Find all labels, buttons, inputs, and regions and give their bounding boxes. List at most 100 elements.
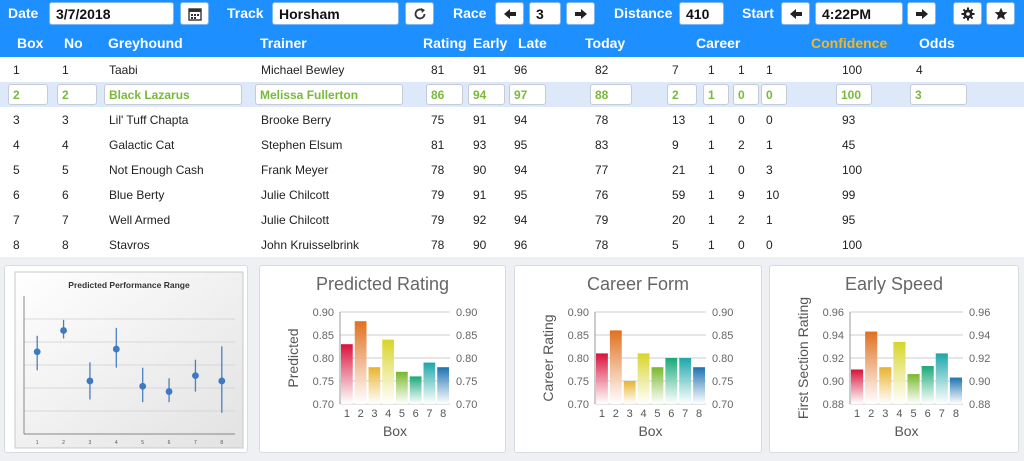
- x-tick-label: 2: [358, 408, 364, 420]
- col-header-greyhound[interactable]: Greyhound: [108, 35, 183, 51]
- start-next-button[interactable]: [907, 2, 936, 25]
- cell-greyhound: Taabi: [109, 63, 138, 77]
- chart-title: Predicted Rating: [315, 274, 450, 294]
- cell-career-starts: 59: [672, 188, 686, 202]
- cell-today: 76: [595, 188, 609, 202]
- cell-late: 95: [514, 138, 528, 152]
- performance-range-panel: Predicted Performance Range 1 2 3 4 5 6 7 8: [4, 265, 248, 453]
- bar: [865, 331, 878, 404]
- race-next-button[interactable]: [566, 2, 595, 25]
- y-tick-label-right: 0.70: [456, 399, 477, 411]
- start-time-field[interactable]: 4:22PM: [815, 2, 903, 25]
- cell-career-starts: 2: [667, 84, 697, 105]
- x-tick-label: 6: [925, 408, 931, 420]
- cell-greyhound: Galactic Cat: [109, 138, 175, 152]
- col-header-late[interactable]: Late: [518, 35, 547, 51]
- cell-career-thirds: 10: [766, 188, 780, 202]
- x-tick-label: 6: [413, 408, 419, 420]
- table-row[interactable]: 1 1 Taabi Michael Bewley 81 91 96 82 7 1…: [0, 57, 1024, 82]
- cell-career-seconds: 0: [738, 113, 745, 127]
- y-tick-label-left: 0.75: [568, 376, 589, 388]
- cell-trainer: John Kruisselbrink: [261, 238, 360, 252]
- cell-trainer: Julie Chilcott: [261, 188, 330, 202]
- cell-career-wins: 1: [708, 163, 715, 177]
- cell-rating: 81: [431, 63, 445, 77]
- start-label: Start: [742, 5, 774, 21]
- col-header-rating[interactable]: Rating: [423, 35, 467, 51]
- cell-late: 95: [514, 188, 528, 202]
- refresh-button[interactable]: [405, 2, 434, 25]
- cell-career-wins: 1: [708, 138, 715, 152]
- table-row[interactable]: 7 7 Well Armed Julie Chilcott 79 92 94 7…: [0, 207, 1024, 232]
- early-speed-panel: Early Speed 0.96 0.96 0.94 0.94 0.92 0.92 0.90…: [769, 265, 1019, 453]
- x-tick-label: 4: [115, 440, 118, 446]
- cell-early: 92: [473, 213, 487, 227]
- cell-early: 90: [473, 238, 487, 252]
- table-row[interactable]: 4 4 Galactic Cat Stephen Elsum 81 93 95 …: [0, 132, 1024, 157]
- track-label: Track: [227, 5, 264, 21]
- col-header-early[interactable]: Early: [473, 35, 508, 51]
- col-header-trainer[interactable]: Trainer: [260, 35, 307, 51]
- table-row[interactable]: 3 3 Lil' Tuff Chapta Brooke Berry 75 91 …: [0, 107, 1024, 132]
- date-field[interactable]: 3/7/2018: [49, 2, 174, 25]
- bar: [437, 367, 449, 404]
- calendar-button[interactable]: [180, 2, 209, 25]
- cell-odds: 3: [910, 84, 967, 105]
- x-tick-label: 2: [613, 408, 619, 420]
- start-prev-button[interactable]: [781, 2, 810, 25]
- x-tick-label: 8: [440, 408, 446, 420]
- data-point: [112, 345, 120, 353]
- y-tick-label-right: 0.90: [456, 307, 477, 319]
- y-tick-label-right: 0.90: [969, 376, 990, 388]
- y-tick-label-left: 0.80: [313, 353, 334, 365]
- bar: [907, 374, 920, 404]
- cell-today: 82: [595, 63, 609, 77]
- bar: [893, 341, 906, 404]
- y-tick-label-left: 0.90: [568, 307, 589, 319]
- cell-confidence: 45: [842, 138, 856, 152]
- settings-button[interactable]: [953, 2, 982, 25]
- cell-box: 1: [13, 63, 20, 77]
- cell-career-thirds: 0: [766, 238, 773, 252]
- col-header-box[interactable]: Box: [17, 35, 44, 51]
- col-header-today[interactable]: Today: [585, 35, 626, 51]
- x-axis-label: Box: [383, 423, 407, 439]
- table-row-selected[interactable]: 2 2 Black Lazarus Melissa Fullerton 86 9…: [0, 82, 1024, 107]
- table-row[interactable]: 8 8 Stavros John Kruisselbrink 78 90 96 …: [0, 232, 1024, 257]
- cell-career-wins: 1: [708, 63, 715, 77]
- table-row[interactable]: 5 5 Not Enough Cash Frank Meyer 78 90 94…: [0, 157, 1024, 182]
- col-header-odds[interactable]: Odds: [919, 35, 955, 51]
- data-point: [218, 377, 226, 385]
- data-point: [86, 377, 94, 385]
- career-form-panel: Career Form 0.90 0.90 0.85 0.85 0.80 0.80 0.75…: [514, 265, 762, 453]
- x-tick-label: 2: [868, 408, 874, 420]
- cell-career-seconds: 9: [738, 188, 745, 202]
- cell-confidence: 100: [842, 63, 863, 77]
- cell-early: 91: [473, 188, 487, 202]
- race-prev-button[interactable]: [495, 2, 524, 25]
- distance-field[interactable]: 410: [679, 2, 724, 25]
- cell-box: 3: [13, 113, 20, 127]
- race-field[interactable]: 3: [529, 2, 561, 25]
- x-tick-label: 7: [939, 408, 945, 420]
- col-header-no[interactable]: No: [64, 35, 83, 51]
- cell-career-starts: 7: [672, 63, 679, 77]
- cell-career-thirds: 0: [761, 84, 787, 105]
- col-header-career[interactable]: Career: [696, 35, 741, 51]
- cell-career-seconds: 0: [738, 163, 745, 177]
- bar: [879, 367, 892, 404]
- table-row[interactable]: 6 6 Blue Berty Julie Chilcott 79 91 95 7…: [0, 182, 1024, 207]
- favorite-button[interactable]: [986, 2, 1015, 25]
- x-tick-label: 4: [896, 408, 902, 420]
- runners-table: 1 1 Taabi Michael Bewley 81 91 96 82 7 1…: [0, 57, 1024, 257]
- col-header-confidence[interactable]: Confidence: [811, 35, 888, 51]
- y-tick-label-right: 0.80: [712, 353, 733, 365]
- bar: [609, 330, 622, 404]
- cell-confidence: 99: [842, 188, 856, 202]
- y-tick-label-right: 0.88: [969, 399, 990, 411]
- cell-trainer: Brooke Berry: [261, 113, 332, 127]
- y-tick-label-left: 0.80: [568, 353, 589, 365]
- distance-label: Distance: [614, 5, 673, 21]
- x-tick-label: 5: [399, 408, 405, 420]
- track-field[interactable]: Horsham: [272, 2, 399, 25]
